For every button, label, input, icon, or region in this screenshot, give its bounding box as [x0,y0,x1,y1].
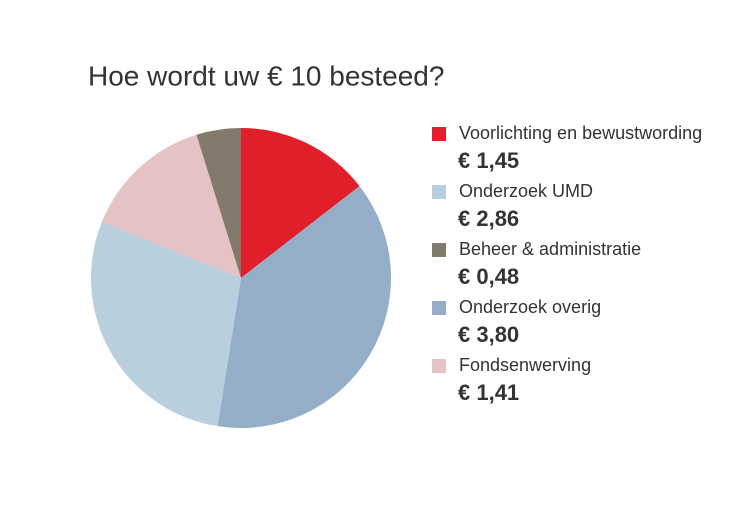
legend-label: Voorlichting en bewustwording [459,123,702,143]
value-label: € 2,86 [458,206,519,231]
pie-slice [101,134,241,278]
pie-slice [241,128,360,278]
pie-slice [217,186,392,428]
value-label: € 0,48 [458,264,519,289]
legend-swatch [432,301,446,315]
legend-label: Onderzoek overig [459,297,601,317]
legend-swatch [432,243,446,257]
legend-swatch [432,359,446,373]
legend-swatch [432,185,446,199]
pie-slice [90,221,241,427]
chart-title: Hoe wordt uw € 10 besteed? [88,60,444,91]
legend-swatch [432,127,446,141]
legend-label: Fondsenwerving [459,355,591,375]
legend-label: Beheer & administratie [459,239,641,259]
pie-slice [196,128,241,278]
value-label: € 1,41 [458,380,519,405]
value-label: € 3,80 [458,322,519,347]
legend-label: Onderzoek UMD [459,181,593,201]
value-label: € 1,45 [458,148,519,173]
